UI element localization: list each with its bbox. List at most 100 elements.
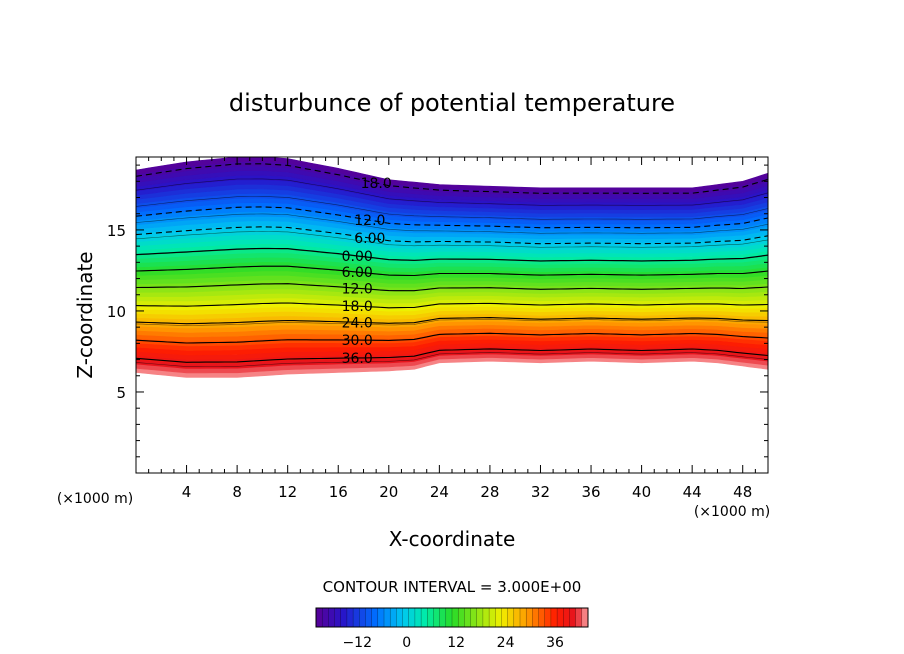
contour-band <box>136 157 768 192</box>
colorbar-cell <box>457 607 465 628</box>
colorbar-tick-label: −12 <box>342 635 372 651</box>
colorbar-cell <box>575 607 583 628</box>
colorbar-cell <box>581 607 589 628</box>
colorbar-cell <box>556 607 564 628</box>
colorbar-cell <box>371 607 379 628</box>
colorbar-cell <box>433 607 441 628</box>
colorbar-cell <box>470 607 478 628</box>
contour-label: 36.0 <box>342 351 373 367</box>
colorbar-cell <box>501 607 509 628</box>
x-axis-ticks: 4 8 12 16 20 24 28 32 36 40 44 48 <box>148 157 756 501</box>
contour-line-minor <box>136 318 768 327</box>
colorbar-cell <box>352 607 360 628</box>
colorbar-cell <box>439 607 447 628</box>
contour-label: 6.00 <box>354 231 385 247</box>
colorbar-cell <box>488 607 496 628</box>
contour-label: 30.0 <box>342 333 373 349</box>
colorbar-cell <box>359 607 366 628</box>
contour-label: 18.0 <box>361 176 392 192</box>
colorbar-cell <box>513 607 521 628</box>
colorbar-cell <box>495 607 502 628</box>
contour-line <box>136 247 768 262</box>
contour-label: 12.0 <box>354 213 385 229</box>
y-tick-label: 5 <box>116 384 126 402</box>
contour-line-minor <box>136 213 768 234</box>
contour-line-minor <box>136 283 768 291</box>
contour-line-minor <box>136 248 768 262</box>
contour-label: 0.00 <box>342 249 373 265</box>
colorbar-tick-label: 24 <box>497 635 515 651</box>
colorbar-cell <box>476 607 484 628</box>
x-tick-label: 48 <box>733 483 752 501</box>
y-axis-ticks: 5 10 15 <box>107 164 768 458</box>
contour-line <box>136 206 768 229</box>
colorbar-cell <box>525 607 533 628</box>
contour-line-minor <box>136 178 768 206</box>
colorbar-cell <box>340 607 348 628</box>
contour-line-minor <box>136 231 768 248</box>
colorbar-cell <box>563 607 570 628</box>
colorbar-cell <box>321 607 329 628</box>
contour-line-minor <box>136 196 768 220</box>
colorbar-cell <box>538 607 546 628</box>
x-tick-label: 8 <box>232 483 242 501</box>
contour-label: 24.0 <box>342 315 373 331</box>
contour-label: 12.0 <box>342 281 373 297</box>
contour-line-minor <box>136 302 768 309</box>
colorbar-cell <box>451 607 459 628</box>
chart-title: disturbunce of potential temperature <box>229 89 675 117</box>
colorbar-cell <box>396 607 404 628</box>
x-tick-label: 40 <box>632 483 651 501</box>
colorbar-cell <box>389 607 397 628</box>
colorbar-cell <box>550 607 558 628</box>
colorbar-cell <box>328 607 336 628</box>
x-tick-label: 32 <box>531 483 550 501</box>
x-axis-unit: (×1000 m) <box>694 504 770 520</box>
x-axis-label: X-coordinate <box>389 527 516 551</box>
contour-line <box>136 317 768 325</box>
contour-line <box>136 348 768 363</box>
x-tick-label: 24 <box>430 483 449 501</box>
colorbar-cell <box>377 607 385 628</box>
contour-line-minor <box>136 352 768 367</box>
colorbar-cell <box>315 607 323 628</box>
colorbar-cell <box>334 607 342 628</box>
x-tick-label: 16 <box>329 483 348 501</box>
colorbar-cell <box>569 607 577 628</box>
colorbar-cell <box>427 607 434 628</box>
colorbar-cell <box>464 607 472 628</box>
x-tick-label: 12 <box>278 483 297 501</box>
colorbar-cell <box>445 607 453 628</box>
x-tick-label: 4 <box>182 483 192 501</box>
x-tick-label: 20 <box>379 483 398 501</box>
contour-line-minor <box>136 332 768 344</box>
contour-line-minor <box>136 266 768 277</box>
colorbar-cell <box>346 607 354 628</box>
colorbar-cell <box>383 607 391 628</box>
contour-interval: CONTOUR INTERVAL = 3.000E+00 <box>323 578 582 596</box>
x-tick-label: 44 <box>683 483 702 501</box>
contour-label: 6.00 <box>342 265 373 281</box>
colorbar-cell <box>482 607 490 628</box>
colorbar-tick-label: 0 <box>402 635 411 651</box>
colorbar-cell <box>414 607 422 628</box>
colorbar-cell <box>507 607 515 628</box>
y-axis-label: Z-coordinate <box>73 251 97 378</box>
colorbar-ticks: −12 0 12 24 36 <box>342 635 564 651</box>
colorbar-cell <box>519 607 527 628</box>
colorbar-tick-label: 36 <box>546 635 564 651</box>
colorbar <box>315 607 589 628</box>
contour-label: 18.0 <box>342 299 373 315</box>
contour-line <box>136 226 768 245</box>
colorbar-cell <box>402 607 410 628</box>
colorbar-cell <box>544 607 552 628</box>
y-axis-unit: (×1000 m) <box>57 491 133 507</box>
y-tick-label: 15 <box>107 222 126 240</box>
y-tick-label: 10 <box>107 303 126 321</box>
colorbar-tick-label: 12 <box>447 635 465 651</box>
colorbar-cell <box>408 607 416 628</box>
x-tick-label: 28 <box>480 483 499 501</box>
colorbar-cell <box>420 607 428 628</box>
